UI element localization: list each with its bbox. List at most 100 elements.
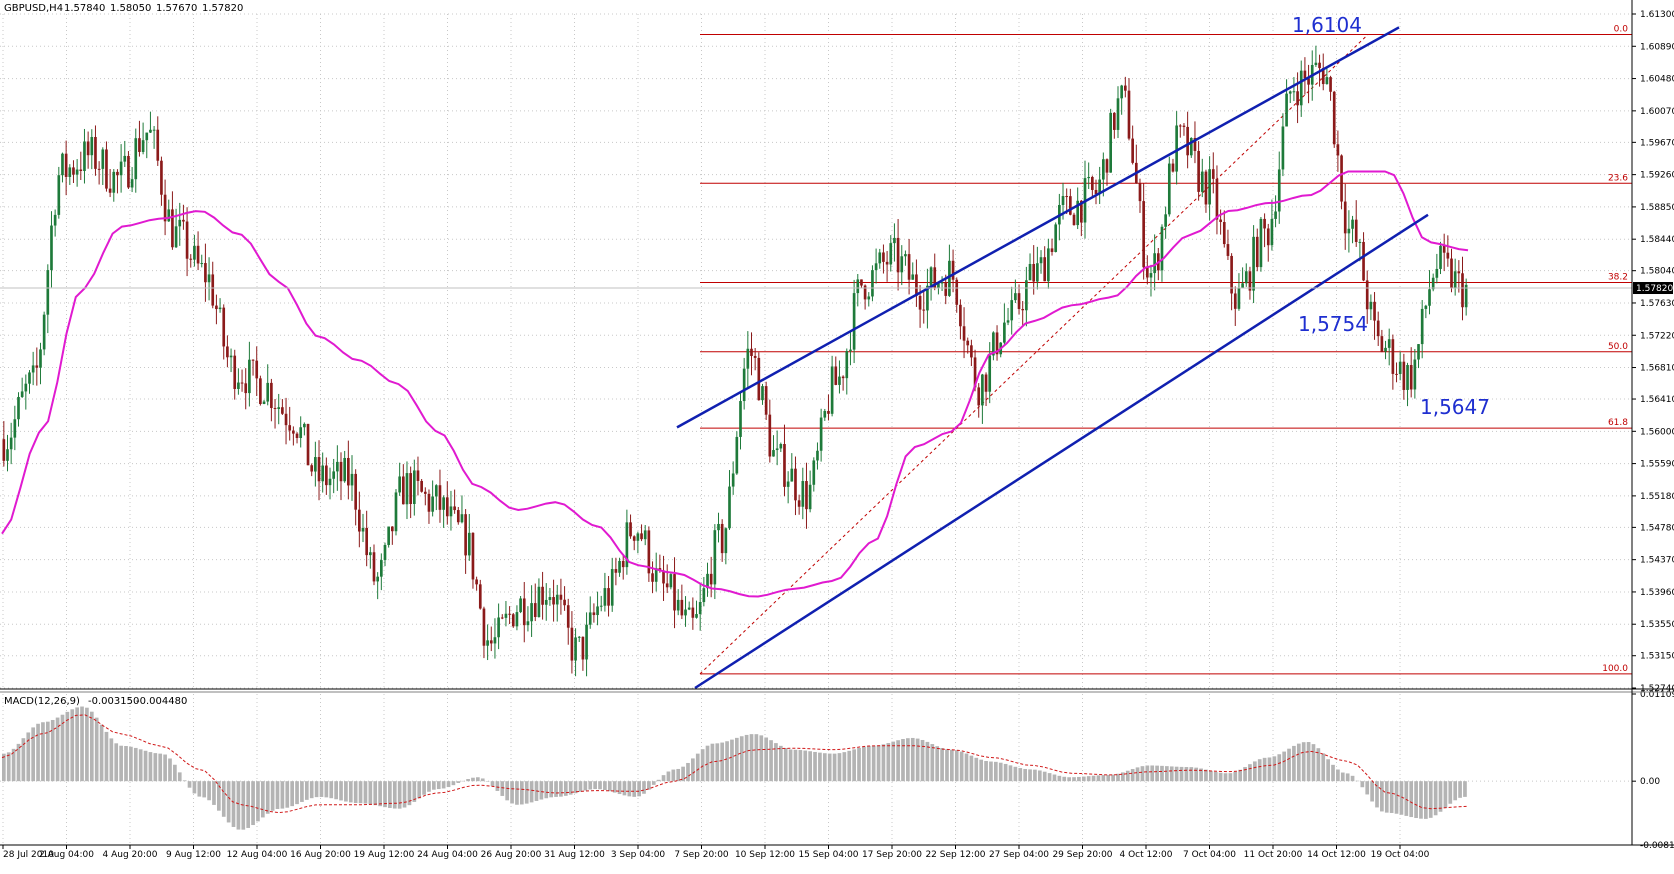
bear-candle bbox=[1380, 336, 1384, 352]
bear-candle bbox=[1204, 171, 1208, 205]
bull-candle bbox=[449, 506, 453, 517]
bear-candle bbox=[1336, 144, 1340, 156]
macd-histogram-bar bbox=[583, 781, 588, 791]
price-label: 1.56000 bbox=[1640, 427, 1674, 437]
macd-histogram-bar bbox=[647, 781, 651, 790]
bull-candle bbox=[772, 450, 775, 457]
price-label: 1.56410 bbox=[1640, 395, 1674, 405]
bear-candle bbox=[1318, 62, 1321, 69]
bear-candle bbox=[372, 552, 376, 582]
bear-candle bbox=[647, 530, 651, 574]
macd-histogram-bar bbox=[119, 745, 123, 782]
price-label: 1.60480 bbox=[1640, 75, 1674, 85]
macd-histogram-bar bbox=[945, 749, 949, 782]
macd-histogram-bar bbox=[1350, 775, 1355, 782]
fib-level-label: 38.2 bbox=[1608, 272, 1628, 282]
bear-candle bbox=[244, 383, 248, 394]
bull-candle bbox=[1109, 112, 1112, 173]
macd-histogram-bar bbox=[446, 781, 451, 788]
bull-candle bbox=[350, 473, 354, 486]
bull-candle bbox=[625, 522, 629, 568]
bear-candle bbox=[1021, 308, 1025, 311]
price-annotation: 1,5647 bbox=[1420, 395, 1490, 419]
bull-candle bbox=[830, 366, 834, 414]
macd-histogram-bar bbox=[505, 781, 510, 801]
bull-candle bbox=[775, 448, 779, 451]
bear-candle bbox=[105, 149, 108, 189]
macd-histogram-bar bbox=[432, 781, 436, 790]
bear-candle bbox=[281, 407, 284, 414]
bull-candle bbox=[577, 636, 581, 638]
bear-candle bbox=[72, 167, 75, 175]
bull-candle bbox=[684, 609, 687, 616]
macd-histogram-bar bbox=[691, 758, 695, 782]
bull-candle bbox=[343, 457, 347, 482]
macd-histogram-bar bbox=[661, 775, 666, 782]
bear-candle bbox=[1461, 273, 1464, 308]
bear-candle bbox=[1340, 155, 1343, 202]
macd-histogram-bar bbox=[451, 781, 456, 786]
bear-candle bbox=[863, 285, 867, 300]
bull-candle bbox=[24, 383, 28, 392]
bull-candle bbox=[537, 586, 541, 618]
macd-histogram-bar bbox=[1409, 781, 1414, 818]
bear-candle bbox=[390, 526, 394, 532]
macd-histogram-bar bbox=[329, 781, 334, 799]
macd-histogram-bar bbox=[1248, 764, 1252, 782]
macd-histogram-bar bbox=[764, 737, 769, 782]
macd-histogram-bar bbox=[70, 709, 75, 782]
bull-candle bbox=[1200, 171, 1204, 192]
bear-candle bbox=[882, 252, 885, 262]
macd-histogram-bar bbox=[358, 781, 363, 804]
macd-histogram-bar bbox=[1370, 781, 1374, 802]
bear-candle bbox=[915, 274, 918, 296]
macd-histogram-bar bbox=[1116, 773, 1120, 782]
macd-histogram-bar bbox=[749, 734, 754, 782]
bear-candle bbox=[416, 470, 420, 481]
bear-candle bbox=[284, 413, 288, 426]
macd-histogram-bar bbox=[1311, 744, 1316, 782]
bull-candle bbox=[1014, 293, 1017, 301]
bear-candle bbox=[1219, 219, 1222, 223]
bear-candle bbox=[1105, 159, 1109, 173]
macd-histogram-bar bbox=[974, 757, 979, 782]
macd-histogram-bar bbox=[339, 781, 343, 801]
bear-candle bbox=[358, 509, 361, 532]
ohlc-low: 1.57670 bbox=[156, 3, 197, 14]
bull-candle bbox=[394, 492, 398, 532]
bull-candle bbox=[845, 351, 849, 379]
bull-candle bbox=[112, 171, 116, 193]
macd-histogram-bar bbox=[1145, 765, 1150, 782]
bear-candle bbox=[1142, 201, 1145, 268]
macd-histogram-bar bbox=[607, 781, 612, 792]
macd-histogram-bar bbox=[686, 762, 690, 782]
bear-candle bbox=[522, 598, 526, 626]
bear-candle bbox=[907, 254, 911, 280]
bear-candle bbox=[1182, 125, 1186, 127]
bull-candle bbox=[1149, 273, 1153, 278]
macd-histogram-bar bbox=[182, 780, 187, 782]
macd-histogram-bar bbox=[1037, 770, 1042, 782]
macd-histogram-bar bbox=[524, 781, 529, 804]
bear-candle bbox=[365, 527, 368, 556]
bear-candle bbox=[160, 160, 163, 195]
macd-histogram-bar bbox=[1340, 772, 1345, 782]
bear-candle bbox=[783, 444, 786, 487]
macd-histogram-bar bbox=[695, 753, 700, 782]
bear-candle bbox=[79, 169, 83, 172]
macd-histogram-bar bbox=[392, 781, 397, 809]
bull-candle bbox=[229, 355, 233, 358]
macd-histogram-bar bbox=[236, 781, 241, 830]
macd-histogram-bar bbox=[901, 739, 905, 782]
macd-histogram-bar bbox=[55, 717, 60, 782]
macd-histogram-bar bbox=[1018, 768, 1023, 782]
bear-candle bbox=[233, 355, 237, 389]
fib-trend-line bbox=[699, 34, 1369, 675]
bull-candle bbox=[1164, 214, 1167, 227]
bear-candle bbox=[1080, 200, 1083, 223]
bull-candle bbox=[713, 530, 717, 585]
macd-histogram-bar bbox=[1023, 768, 1027, 782]
macd-histogram-bar bbox=[554, 781, 558, 797]
